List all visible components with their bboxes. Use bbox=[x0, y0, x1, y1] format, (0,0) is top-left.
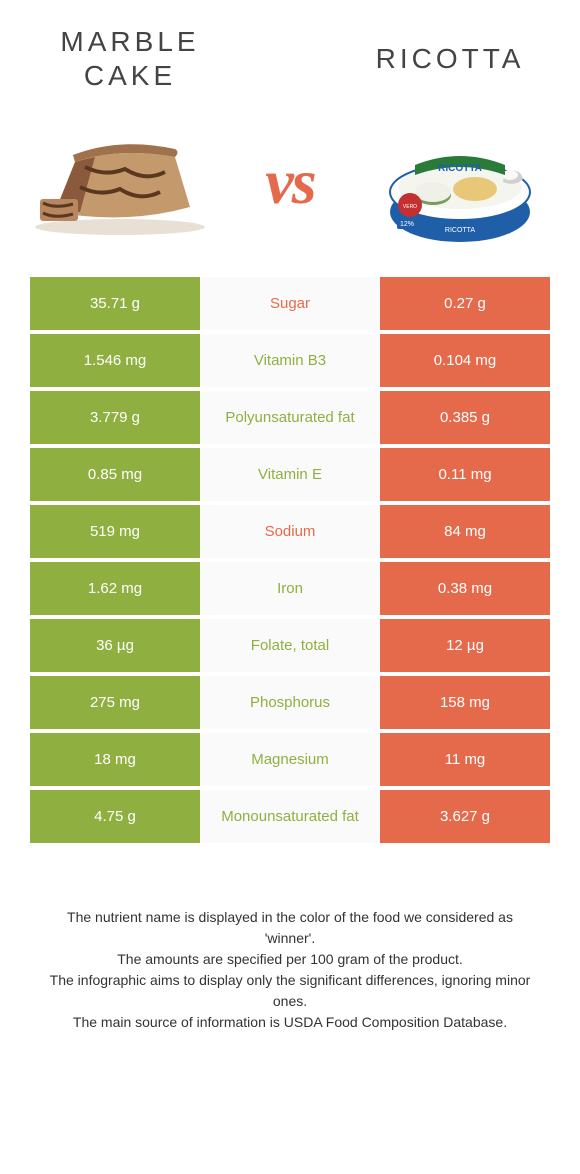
table-row: 3.779 gPolyunsaturated fat0.385 g bbox=[30, 391, 550, 444]
svg-text:RICOTTA: RICOTTA bbox=[438, 163, 482, 174]
nutrient-label: Monounsaturated fat bbox=[200, 790, 380, 843]
svg-text:RICOTTA: RICOTTA bbox=[445, 227, 476, 234]
right-food-image: RICOTTA VERO 12% RICOTTA bbox=[360, 112, 560, 252]
right-value: 0.27 g bbox=[380, 277, 550, 330]
left-value: 3.779 g bbox=[30, 391, 200, 444]
nutrient-label: Sugar bbox=[200, 277, 380, 330]
header: Marble cake Ricotta bbox=[0, 0, 580, 102]
table-row: 4.75 gMonounsaturated fat3.627 g bbox=[30, 790, 550, 843]
left-value: 519 mg bbox=[30, 505, 200, 558]
right-value: 0.11 mg bbox=[380, 448, 550, 501]
table-row: 35.71 gSugar0.27 g bbox=[30, 277, 550, 330]
left-food-image bbox=[20, 112, 220, 252]
nutrient-label: Vitamin B3 bbox=[200, 334, 380, 387]
nutrient-label: Sodium bbox=[200, 505, 380, 558]
footer-line: The infographic aims to display only the… bbox=[40, 970, 540, 1012]
footer-notes: The nutrient name is displayed in the co… bbox=[0, 847, 580, 1053]
left-value: 36 µg bbox=[30, 619, 200, 672]
table-row: 18 mgMagnesium11 mg bbox=[30, 733, 550, 786]
nutrient-label: Polyunsaturated fat bbox=[200, 391, 380, 444]
right-food-title: Ricotta bbox=[350, 42, 550, 76]
left-value: 1.546 mg bbox=[30, 334, 200, 387]
table-row: 1.62 mgIron0.38 mg bbox=[30, 562, 550, 615]
table-row: 36 µgFolate, total12 µg bbox=[30, 619, 550, 672]
nutrient-label: Magnesium bbox=[200, 733, 380, 786]
footer-line: The nutrient name is displayed in the co… bbox=[40, 907, 540, 949]
table-row: 0.85 mgVitamin E0.11 mg bbox=[30, 448, 550, 501]
right-value: 0.38 mg bbox=[380, 562, 550, 615]
table-row: 1.546 mgVitamin B30.104 mg bbox=[30, 334, 550, 387]
footer-line: The main source of information is USDA F… bbox=[40, 1012, 540, 1033]
nutrient-label: Phosphorus bbox=[200, 676, 380, 729]
right-value: 12 µg bbox=[380, 619, 550, 672]
right-value: 0.385 g bbox=[380, 391, 550, 444]
left-value: 18 mg bbox=[30, 733, 200, 786]
footer-line: The amounts are specified per 100 gram o… bbox=[40, 949, 540, 970]
right-value: 11 mg bbox=[380, 733, 550, 786]
left-value: 1.62 mg bbox=[30, 562, 200, 615]
svg-text:VERO: VERO bbox=[403, 204, 417, 210]
nutrient-label: Iron bbox=[200, 562, 380, 615]
left-food-title: Marble cake bbox=[30, 25, 230, 92]
right-value: 0.104 mg bbox=[380, 334, 550, 387]
left-value: 4.75 g bbox=[30, 790, 200, 843]
left-value: 275 mg bbox=[30, 676, 200, 729]
vs-label: vs bbox=[265, 145, 314, 219]
comparison-table: 35.71 gSugar0.27 g1.546 mgVitamin B30.10… bbox=[0, 277, 580, 847]
table-row: 275 mgPhosphorus158 mg bbox=[30, 676, 550, 729]
right-value: 3.627 g bbox=[380, 790, 550, 843]
svg-text:12%: 12% bbox=[400, 221, 414, 228]
right-value: 84 mg bbox=[380, 505, 550, 558]
nutrient-label: Vitamin E bbox=[200, 448, 380, 501]
table-row: 519 mgSodium84 mg bbox=[30, 505, 550, 558]
left-value: 35.71 g bbox=[30, 277, 200, 330]
right-value: 158 mg bbox=[380, 676, 550, 729]
nutrient-label: Folate, total bbox=[200, 619, 380, 672]
images-row: vs RICOTTA VERO 12% RICOTTA bbox=[0, 102, 580, 277]
left-value: 0.85 mg bbox=[30, 448, 200, 501]
